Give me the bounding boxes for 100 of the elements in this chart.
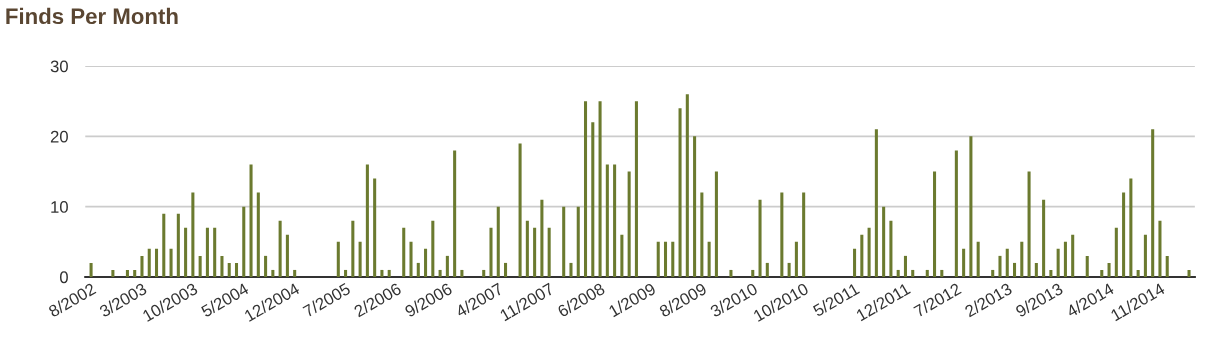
bar — [1005, 248, 1009, 277]
bar — [344, 269, 348, 277]
bar — [213, 227, 217, 277]
bar — [1027, 171, 1031, 277]
bar — [380, 269, 384, 277]
bar — [620, 234, 624, 277]
bar — [1063, 241, 1067, 277]
bar — [518, 143, 522, 277]
bar — [89, 262, 93, 277]
bar — [169, 248, 173, 277]
bar — [205, 227, 209, 277]
bar — [496, 206, 500, 277]
bar — [685, 94, 689, 277]
bar — [911, 269, 915, 277]
bar — [1114, 227, 1118, 277]
bar — [1013, 262, 1017, 277]
bar — [147, 248, 151, 277]
bar — [445, 255, 449, 277]
bar — [998, 255, 1002, 277]
bar — [613, 164, 617, 277]
bar — [256, 192, 260, 277]
bar — [1136, 269, 1140, 277]
bar — [125, 269, 129, 277]
bar — [111, 269, 115, 277]
bar — [1042, 199, 1046, 277]
bar — [504, 262, 508, 277]
bar — [198, 255, 202, 277]
bar — [533, 227, 537, 277]
bar — [409, 241, 413, 277]
bar — [853, 248, 857, 277]
y-tick-label: 0 — [59, 271, 68, 284]
bar — [765, 262, 769, 277]
bar — [1071, 234, 1075, 277]
bar — [373, 178, 377, 277]
bar — [191, 192, 195, 277]
bar — [969, 136, 973, 277]
bar — [802, 192, 806, 277]
bar — [140, 255, 144, 277]
bar — [1107, 262, 1111, 277]
bar — [874, 129, 878, 277]
bar — [438, 269, 442, 277]
bar — [663, 241, 668, 277]
bar — [714, 171, 718, 277]
bar — [1049, 269, 1053, 277]
bar — [860, 234, 864, 277]
bar — [962, 248, 966, 277]
bar — [264, 255, 268, 277]
bar — [940, 269, 944, 277]
bar — [896, 269, 900, 277]
bar — [707, 241, 711, 277]
bar — [678, 108, 682, 277]
bar — [162, 213, 166, 277]
bar — [1085, 255, 1089, 277]
bar — [903, 255, 907, 277]
bar — [1034, 262, 1038, 277]
bar — [293, 269, 297, 277]
bar — [954, 150, 958, 277]
bar — [227, 262, 231, 277]
bar — [402, 227, 406, 277]
bar — [1187, 269, 1191, 277]
bar — [234, 262, 239, 277]
bar — [700, 192, 704, 277]
bar — [1165, 255, 1169, 277]
bar — [249, 164, 253, 277]
bar — [1158, 220, 1162, 277]
bar — [336, 241, 340, 277]
bar — [991, 269, 995, 277]
bar — [424, 248, 428, 277]
bar — [184, 227, 188, 277]
bar — [591, 122, 595, 277]
bar — [547, 227, 551, 277]
bar — [278, 220, 282, 277]
bar — [1122, 192, 1126, 277]
bar — [1100, 269, 1104, 277]
bar — [431, 220, 435, 277]
bar — [634, 101, 638, 277]
bar — [576, 206, 580, 277]
bar — [540, 199, 544, 277]
bar — [220, 255, 224, 277]
bar — [1056, 248, 1060, 277]
bar — [482, 269, 486, 277]
bar — [889, 220, 893, 277]
bar — [133, 269, 137, 277]
y-tick-label: 30 — [50, 60, 68, 73]
bar — [285, 234, 289, 277]
bar — [176, 213, 180, 277]
bar — [729, 269, 733, 277]
bar — [627, 171, 631, 277]
bar — [453, 150, 457, 277]
bar — [1143, 234, 1147, 277]
bar — [416, 262, 420, 277]
bar — [271, 269, 275, 277]
bar — [569, 262, 573, 277]
y-tick-label: 20 — [50, 130, 68, 143]
bar — [1020, 241, 1024, 277]
bar — [693, 136, 697, 277]
bar — [933, 171, 937, 277]
bar — [525, 220, 529, 277]
bar — [751, 269, 755, 277]
bar — [794, 241, 798, 277]
